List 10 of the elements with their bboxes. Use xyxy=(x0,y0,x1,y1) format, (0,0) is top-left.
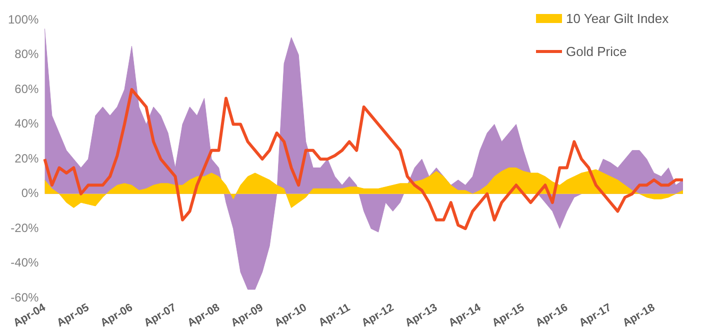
y-tick-label: -40% xyxy=(10,256,40,270)
y-tick-label: 20% xyxy=(14,151,40,166)
y-tick-label: 80% xyxy=(14,47,40,62)
y-tick-label: 100% xyxy=(8,12,40,26)
y-tick-label: -60% xyxy=(10,290,40,304)
y-tick-label: -20% xyxy=(10,220,40,235)
y-tick-label: 0% xyxy=(21,186,40,200)
y-tick-label: 40% xyxy=(14,116,40,131)
y-tick-label: 60% xyxy=(14,82,40,96)
legend-label: 10 Year Gilt Index xyxy=(566,11,669,26)
